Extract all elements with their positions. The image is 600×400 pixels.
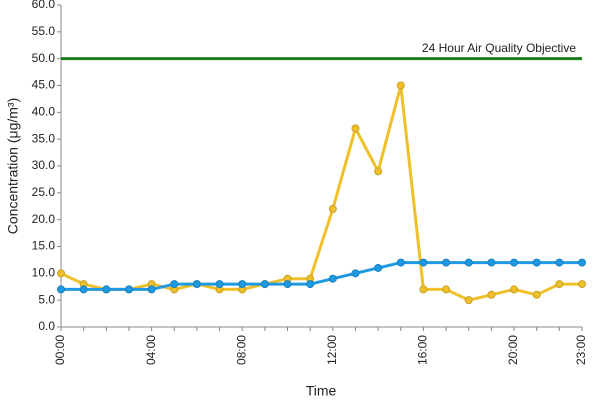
point	[238, 280, 247, 289]
point	[510, 285, 519, 294]
y-tick-label: 35.0	[32, 131, 56, 145]
point	[102, 285, 111, 294]
y-tick-label: 60.0	[32, 0, 56, 11]
point	[510, 258, 519, 267]
series-line	[61, 261, 582, 291]
y-tick-label: 55.0	[32, 24, 56, 38]
series-line	[60, 85, 582, 302]
point	[578, 258, 586, 267]
x-tick-label: 20:00	[506, 335, 520, 365]
x-tick-label: 04:00	[144, 335, 158, 365]
point	[374, 167, 383, 176]
point	[555, 280, 564, 289]
point	[396, 81, 405, 90]
y-tick-label: 45.0	[32, 78, 56, 92]
point	[328, 204, 337, 213]
y-tick-label: 20.0	[32, 212, 56, 226]
point	[487, 258, 496, 267]
point	[351, 269, 360, 278]
y-axis-title: Concentration (μg/m³)	[5, 98, 21, 234]
point	[147, 285, 156, 294]
x-axis-title: Time	[306, 383, 337, 399]
point	[215, 280, 224, 289]
x-tick-label: 08:00	[234, 335, 248, 365]
x-tick-label: 16:00	[416, 335, 430, 365]
y-tick-label: 10.0	[32, 266, 56, 280]
y-tick-label: 30.0	[32, 158, 56, 172]
point	[464, 258, 473, 267]
point	[464, 296, 473, 305]
point	[555, 258, 564, 267]
point	[57, 269, 65, 278]
point	[396, 258, 405, 267]
point	[306, 280, 315, 289]
point	[532, 290, 541, 299]
point	[192, 280, 201, 289]
point	[487, 290, 496, 299]
point	[419, 285, 428, 294]
y-tick-label: 40.0	[32, 105, 56, 119]
point	[578, 280, 586, 289]
y-tick-label: 15.0	[32, 239, 56, 253]
x-tick-label: 23:00	[574, 335, 588, 365]
x-tick-label: 12:00	[325, 335, 339, 365]
point	[170, 280, 179, 289]
point	[374, 263, 383, 272]
point	[79, 285, 88, 294]
y-tick-label: 25.0	[32, 185, 56, 199]
point	[351, 124, 360, 133]
point	[442, 285, 451, 294]
y-tick-label: 50.0	[32, 51, 56, 65]
x-tick-label: 00:00	[53, 335, 67, 365]
point	[124, 285, 133, 294]
point	[328, 274, 337, 283]
point	[419, 258, 428, 267]
y-tick-label: 0.0	[38, 319, 55, 333]
point	[260, 280, 269, 289]
y-tick-label: 5.0	[38, 292, 55, 306]
point	[57, 285, 65, 294]
reference-label: 24 Hour Air Quality Objective	[422, 41, 576, 55]
point	[283, 280, 292, 289]
point	[442, 258, 451, 267]
point	[532, 258, 541, 267]
